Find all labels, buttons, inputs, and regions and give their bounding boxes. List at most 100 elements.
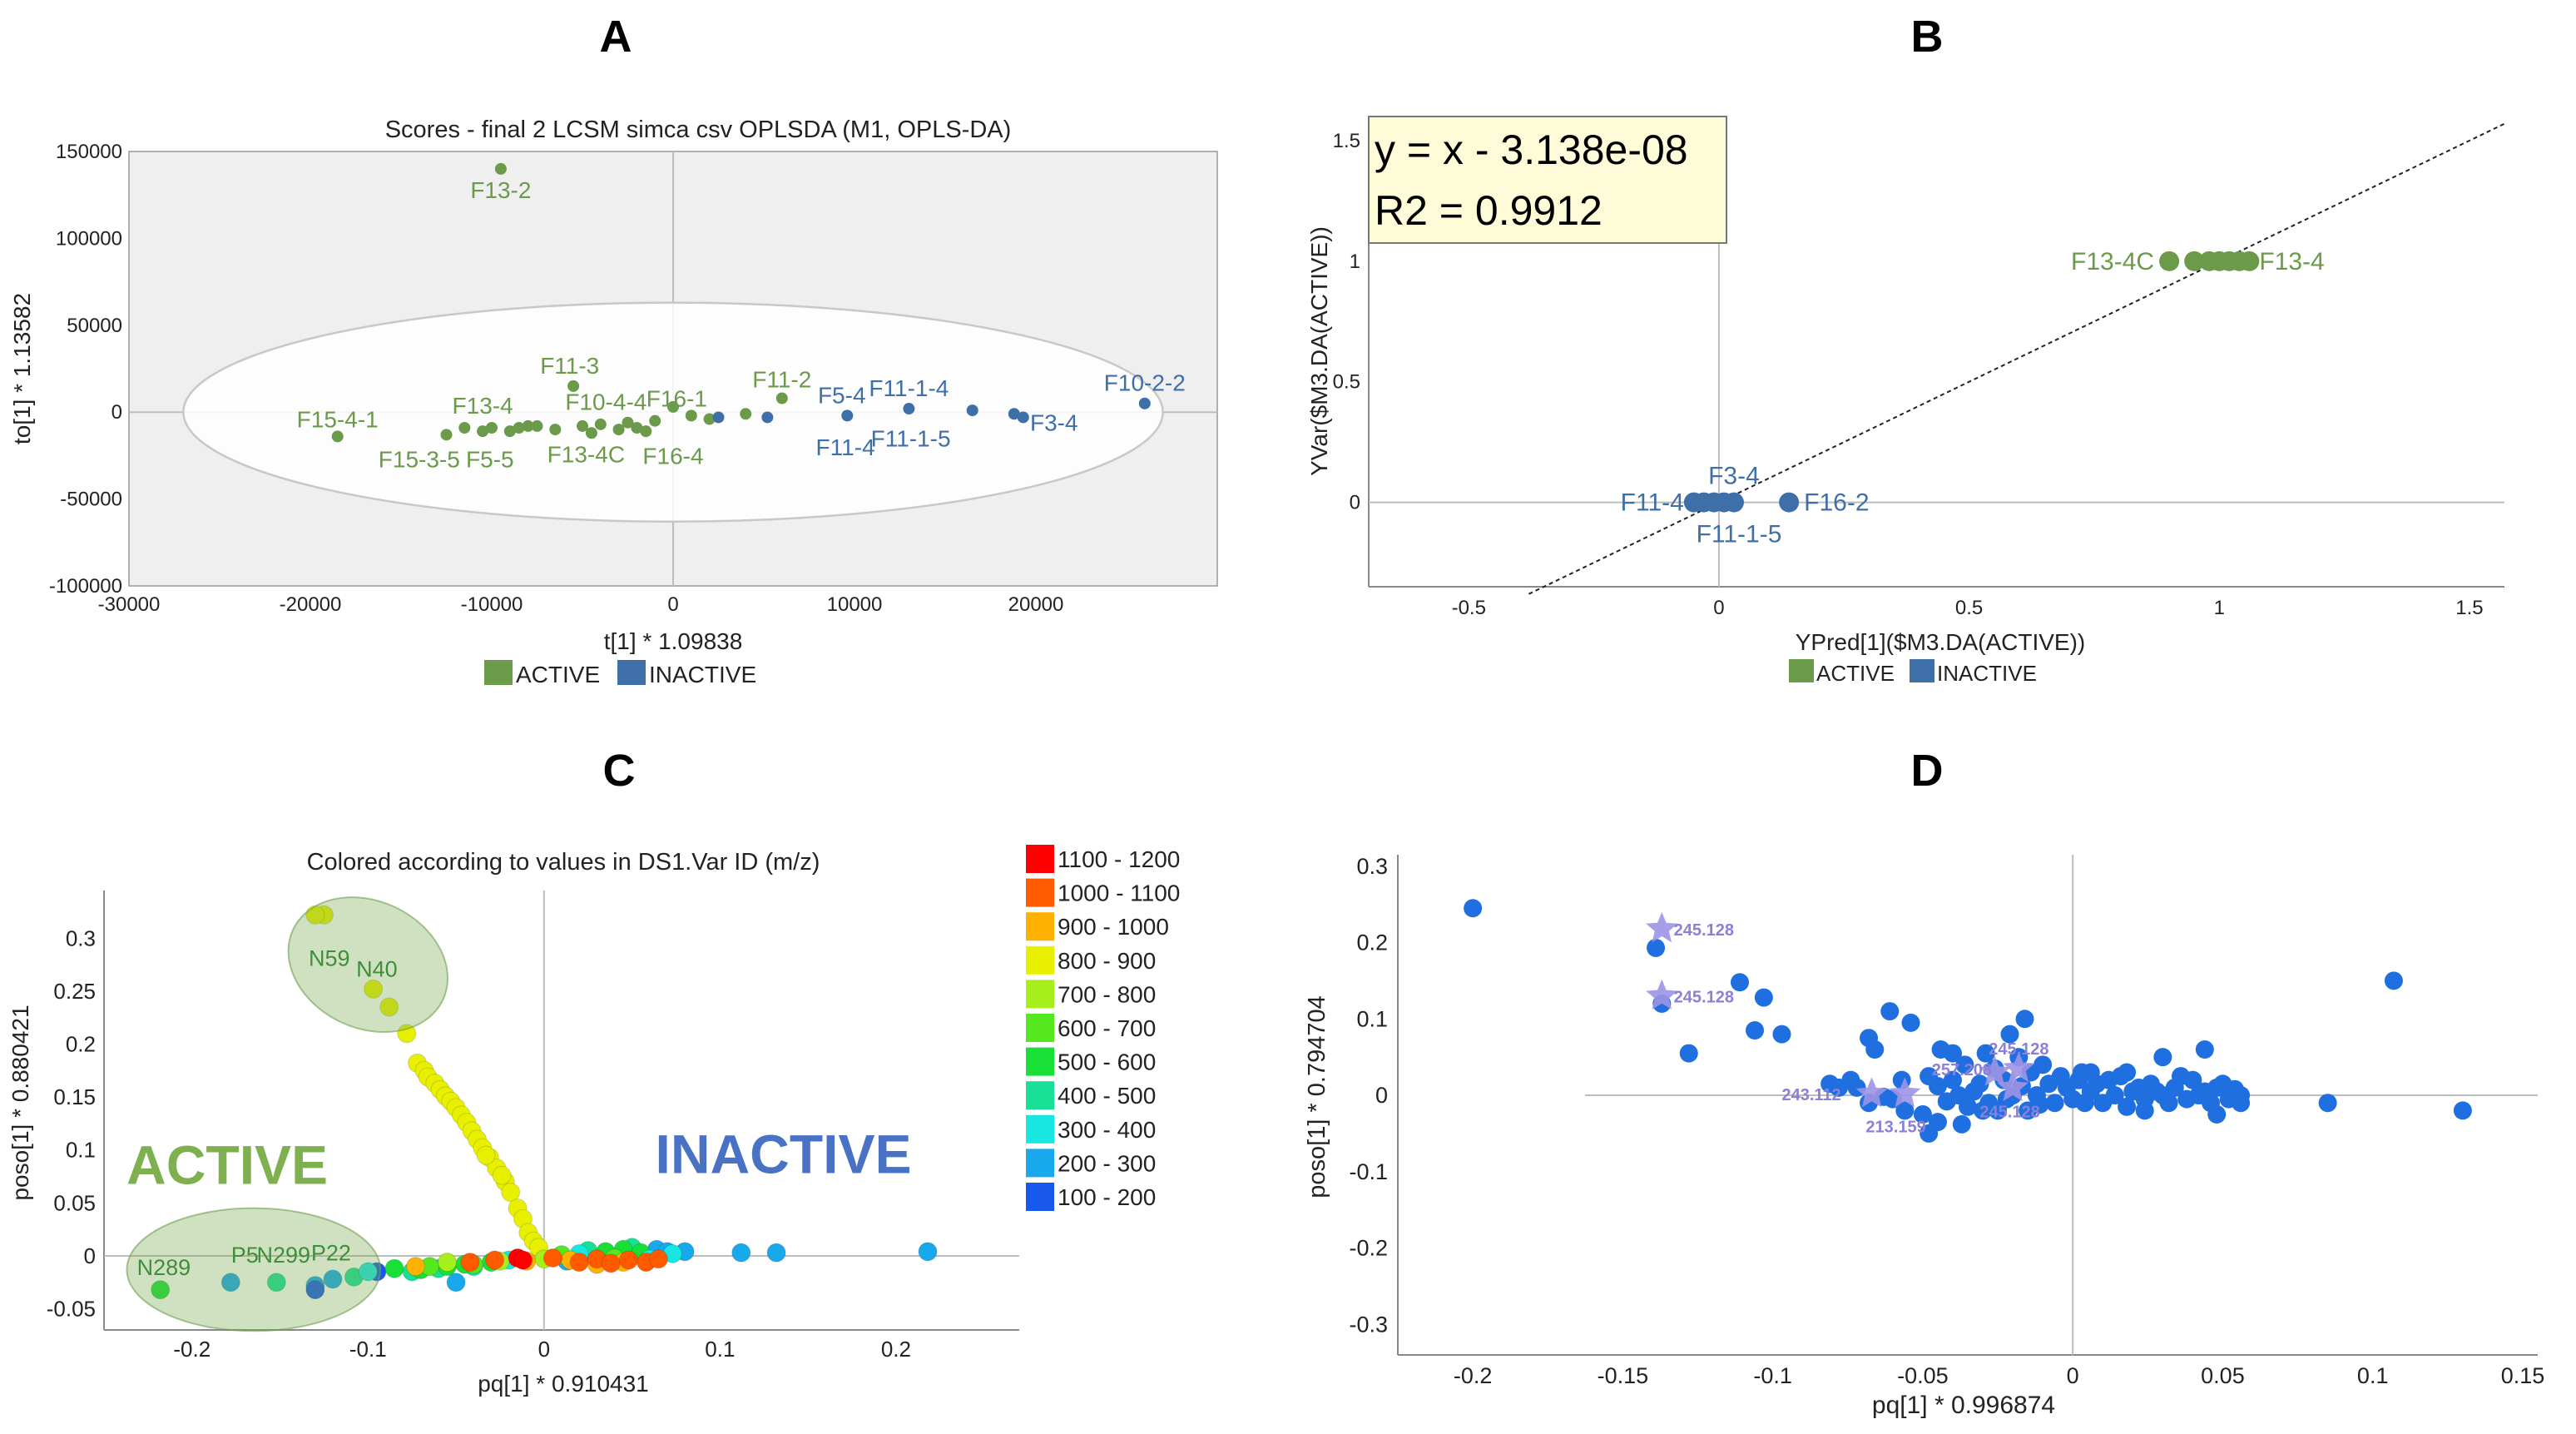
loading-point	[379, 997, 399, 1017]
point-label: F11-1-5	[871, 426, 951, 452]
loading-point	[438, 1253, 457, 1273]
legend-label: 1100 - 1200	[1058, 846, 1180, 872]
highlight-ellipse	[287, 896, 449, 1034]
star-label: 257.208	[1932, 1061, 1992, 1079]
highlight-star	[1997, 1070, 2029, 1101]
x-tick-label: -0.2	[173, 1337, 211, 1362]
panel-letter-a: A	[600, 12, 632, 62]
chart-title: Scores - final 2 LCSM simca csv OPLSDA (…	[385, 117, 1012, 143]
regression-line	[1528, 122, 2505, 595]
score-point-active	[567, 380, 580, 392]
loading-point	[305, 1280, 325, 1300]
y-tick-label: 1	[1350, 251, 1360, 273]
y-tick-label: 0.2	[66, 1031, 96, 1056]
y-tick-label: 0.05	[53, 1190, 96, 1215]
x-axis-label: t[1] * 1.09838	[604, 628, 743, 654]
loading-point	[446, 1273, 466, 1293]
y-tick-label: 0.2	[1356, 930, 1388, 955]
score-point-active	[494, 162, 507, 175]
point-label: F13-4C	[547, 441, 625, 467]
legend-label: 1000 - 1100	[1058, 881, 1180, 906]
loading-point	[405, 1257, 425, 1277]
x-tick-label: 0	[1713, 597, 1724, 619]
y-tick-label: 0.15	[53, 1084, 96, 1109]
loading-point	[2453, 1101, 2472, 1120]
x-tick-label: 10000	[827, 593, 883, 616]
loading-point	[492, 1165, 512, 1185]
point-label: F3-4	[1030, 410, 1078, 436]
y-tick-label: -0.3	[1349, 1312, 1388, 1337]
point-label: P5	[231, 1243, 259, 1268]
star-label: 245.128	[1674, 921, 1734, 940]
legend-swatch	[1910, 659, 1934, 682]
legend-label: 300 - 400	[1058, 1117, 1156, 1143]
loading-point	[1920, 1124, 1939, 1143]
loading-point	[358, 1262, 378, 1282]
loading-point	[2232, 1094, 2251, 1113]
score-point-active	[331, 430, 344, 443]
loading-point	[2000, 1025, 2019, 1044]
x-tick-label: 1	[2214, 597, 2225, 619]
loading-point	[151, 1280, 171, 1300]
loading-point	[2034, 1055, 2053, 1074]
star-label: 243.112	[1781, 1086, 1840, 1104]
loading-point	[1880, 1002, 1900, 1021]
score-point-active	[649, 414, 661, 427]
y-tick-label: -0.05	[47, 1297, 96, 1322]
legend-swatch	[1026, 912, 1054, 941]
x-tick-label: -0.05	[1897, 1363, 1949, 1388]
x-tick-label: -0.1	[349, 1337, 387, 1362]
point-label: F13-4C	[2071, 248, 2154, 275]
x-tick-label: 0.1	[2357, 1363, 2389, 1388]
panel-d-loading-plot: -0.2 -0.15 -0.1 -0.05 0 0.05 0.1 0.15 -0.3 -0.2 -0…	[1304, 854, 2544, 1419]
x-tick-label: -30000	[98, 593, 161, 616]
y-tick-label: 0	[1350, 492, 1360, 514]
panel-letter-c: C	[603, 746, 636, 796]
legend-label: 700 - 800	[1058, 981, 1156, 1007]
highlight-star	[2003, 1051, 2035, 1083]
loading-point	[648, 1249, 668, 1269]
point-label: F11-2	[752, 367, 811, 393]
legend-label: 900 - 1000	[1058, 914, 1169, 940]
loading-point	[1772, 1025, 1791, 1044]
x-tick-label: 0.2	[881, 1337, 911, 1362]
point-label: F16-1	[646, 385, 707, 411]
score-point-active	[531, 419, 543, 432]
loading-point	[2153, 1048, 2172, 1067]
loading-point	[1943, 1044, 1962, 1063]
panel-letter-d: D	[1911, 746, 1944, 796]
point-label: F11-1-4	[869, 375, 949, 401]
loading-point	[1901, 1013, 1920, 1032]
score-point-inactive	[1008, 408, 1020, 420]
chart-title: Colored according to values in DS1.Var I…	[307, 849, 820, 876]
loading-point	[364, 979, 384, 999]
score-point-active	[585, 427, 597, 439]
loading-point	[220, 1273, 240, 1293]
point-label: F5-5	[466, 447, 514, 473]
panel-a-scores-plot: -30000 -20000 -10000 0 10000 20000-100000-500…	[9, 117, 1218, 687]
score-point-active	[440, 429, 453, 441]
highlight-star	[1979, 1055, 2011, 1086]
loading-point	[323, 1269, 343, 1289]
loading-point	[2135, 1101, 2154, 1120]
score-point-active	[685, 409, 697, 422]
legend-swatch	[1026, 1014, 1054, 1042]
group-label-active: ACTIVE	[126, 1134, 328, 1195]
score-point-inactive	[1017, 411, 1029, 424]
legend-swatch	[1026, 945, 1054, 975]
y-axis-label: poso[1] * 0.880421	[7, 1005, 33, 1200]
score-point-active	[577, 419, 588, 432]
y-axis-label: poso[1] * 0.794704	[1304, 995, 1330, 1198]
loading-point	[476, 1145, 496, 1165]
loading-point	[485, 1250, 505, 1270]
loading-point	[618, 1250, 638, 1270]
loading-point	[397, 1024, 417, 1044]
equation-line: y = x - 3.138e-08	[1375, 127, 1688, 173]
loading-point	[2207, 1104, 2227, 1124]
score-point-active	[612, 424, 625, 436]
score-point-active	[631, 421, 643, 434]
loading-point	[2045, 1094, 2064, 1113]
loading-point	[1959, 1097, 1977, 1116]
group-label-inactive: INACTIVE	[656, 1124, 912, 1185]
